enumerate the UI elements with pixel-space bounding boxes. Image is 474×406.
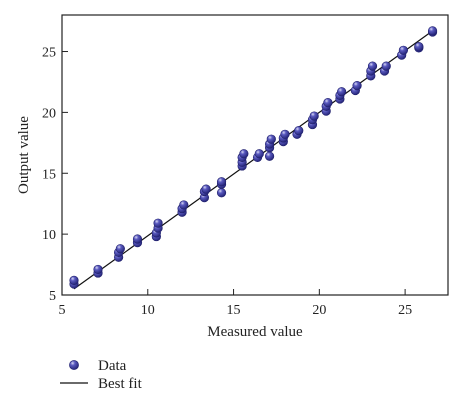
legend-data-marker: [69, 360, 79, 370]
data-points-layer: [69, 26, 438, 289]
legend: Data Best fit: [60, 358, 143, 392]
data-point: [398, 45, 408, 55]
legend-label-data: Data: [98, 358, 127, 374]
legend-label-best-fit: Best fit: [98, 376, 143, 392]
data-point: [337, 87, 347, 97]
plot-area-frame: [61, 14, 449, 296]
data-point: [93, 264, 103, 275]
y-tick-label: 20: [42, 106, 56, 121]
data-point: [69, 275, 79, 285]
y-tick-label: 15: [42, 167, 56, 182]
legend-data-marker-dot: [69, 360, 79, 370]
data-point: [367, 61, 378, 71]
data-point: [254, 149, 264, 159]
data-point: [264, 151, 275, 161]
data-point: [179, 200, 189, 210]
x-tick-label: 5: [59, 303, 66, 318]
x-axis-title: Measured value: [207, 324, 303, 340]
data-point: [115, 244, 125, 254]
data-point: [381, 61, 391, 71]
data-point: [427, 26, 438, 36]
data-point: [323, 98, 333, 108]
data-point: [294, 126, 304, 136]
x-axis-ticks: 5 10 15 20 25: [59, 289, 412, 318]
data-point: [132, 234, 143, 244]
data-point: [201, 184, 211, 194]
data-point: [216, 177, 227, 187]
y-tick-label: 5: [49, 289, 56, 304]
y-axis-ticks: 5 10 15 20 25: [42, 46, 68, 304]
x-tick-label: 20: [312, 303, 326, 318]
data-point: [216, 188, 227, 198]
x-tick-label: 15: [227, 303, 241, 318]
y-axis-title: Output value: [16, 116, 32, 194]
data-point: [352, 81, 362, 91]
data-point: [266, 134, 276, 144]
x-tick-label: 25: [398, 303, 412, 318]
y-tick-label: 10: [42, 228, 56, 243]
data-point: [309, 111, 319, 121]
data-point: [239, 149, 249, 159]
x-tick-label: 10: [141, 303, 155, 318]
data-point: [153, 218, 163, 228]
data-point: [414, 42, 424, 52]
data-point: [280, 129, 290, 139]
y-tick-label: 25: [42, 46, 56, 61]
